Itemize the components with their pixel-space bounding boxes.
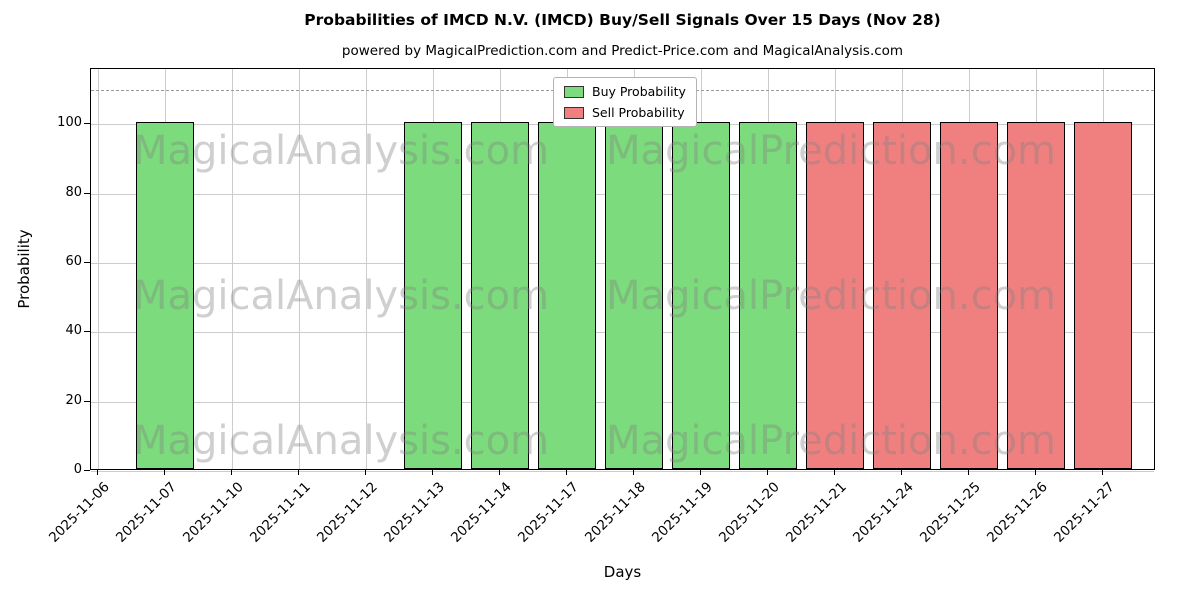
y-tick-label: 60	[65, 254, 82, 270]
legend-item: Buy Probability	[564, 84, 686, 99]
x-tick-label: 2025-11-19	[648, 479, 716, 546]
legend-swatch	[564, 85, 584, 98]
x-tick-label: 2025-11-25	[916, 479, 984, 546]
x-tick-mark	[164, 470, 165, 475]
bar-buy-probability	[471, 122, 529, 469]
x-tick-mark	[298, 470, 299, 475]
chart-title: Probabilities of IMCD N.V. (IMCD) Buy/Se…	[304, 11, 941, 29]
bar-sell-probability	[806, 122, 864, 469]
x-tick-mark	[1102, 470, 1103, 475]
x-tick-mark	[968, 470, 969, 475]
x-tick-label: 2025-11-11	[246, 479, 314, 546]
y-tick-mark	[84, 192, 90, 194]
y-tick-mark	[84, 123, 90, 125]
bar-buy-probability	[739, 122, 797, 469]
bar-sell-probability	[1074, 122, 1132, 469]
bar-buy-probability	[605, 122, 663, 469]
x-tick-mark	[566, 470, 567, 475]
x-tick-label: 2025-11-14	[447, 479, 515, 546]
x-tick-label: 2025-11-13	[380, 479, 448, 546]
x-tick-label: 2025-11-07	[112, 479, 180, 546]
x-tick-label: 2025-11-21	[782, 479, 850, 546]
gridline-horizontal	[91, 471, 1154, 472]
legend-swatch	[564, 106, 584, 119]
y-tick-label: 100	[57, 115, 82, 131]
x-tick-label: 2025-11-12	[313, 479, 381, 546]
gridline-vertical	[299, 69, 300, 469]
x-tick-label: 2025-11-20	[715, 479, 783, 546]
y-tick-label: 0	[73, 462, 82, 477]
y-tick-label: 40	[65, 323, 82, 339]
legend: Buy Probability Sell Probability	[553, 77, 697, 127]
legend-label: Sell Probability	[592, 105, 685, 120]
legend-item: Sell Probability	[564, 105, 686, 120]
y-tick-label: 20	[65, 392, 82, 408]
x-tick-label: 2025-11-26	[983, 479, 1051, 546]
x-tick-label: 2025-11-10	[179, 479, 247, 546]
x-tick-label: 2025-11-27	[1050, 479, 1118, 546]
x-tick-mark	[365, 470, 366, 475]
x-tick-mark	[633, 470, 634, 475]
x-tick-mark	[499, 470, 500, 475]
y-tick-mark	[84, 262, 90, 264]
bar-buy-probability	[404, 122, 462, 469]
x-tick-mark	[231, 470, 232, 475]
y-axis-label: Probability	[15, 229, 33, 309]
legend-label: Buy Probability	[592, 84, 686, 99]
x-tick-mark	[834, 470, 835, 475]
x-tick-mark	[97, 470, 98, 475]
y-tick-mark	[84, 470, 90, 471]
x-tick-mark	[767, 470, 768, 475]
x-tick-mark	[901, 470, 902, 475]
gridline-vertical	[98, 69, 99, 469]
x-tick-label: 2025-11-24	[849, 479, 917, 546]
x-tick-label: 2025-11-06	[45, 479, 113, 546]
y-tick-label: 80	[65, 184, 82, 200]
x-tick-label: 2025-11-17	[514, 479, 582, 546]
y-tick-mark	[84, 400, 90, 402]
plot-area: Buy Probability Sell Probability MagicalA…	[90, 68, 1155, 472]
x-tick-mark	[700, 470, 701, 475]
x-tick-mark	[1035, 470, 1036, 475]
bar-sell-probability	[1007, 122, 1065, 469]
bar-buy-probability	[538, 122, 596, 469]
x-axis-label: Days	[603, 563, 642, 581]
y-tick-mark	[84, 331, 90, 333]
chart-subtitle: powered by MagicalPrediction.com and Pre…	[341, 43, 904, 59]
gridline-vertical	[366, 69, 367, 469]
bar-sell-probability	[873, 122, 931, 469]
bar-buy-probability	[672, 122, 730, 469]
x-tick-label: 2025-11-18	[581, 479, 649, 546]
bar-sell-probability	[940, 122, 998, 469]
gridline-vertical	[232, 69, 233, 469]
x-tick-mark	[432, 470, 433, 475]
bar-buy-probability	[136, 122, 194, 469]
